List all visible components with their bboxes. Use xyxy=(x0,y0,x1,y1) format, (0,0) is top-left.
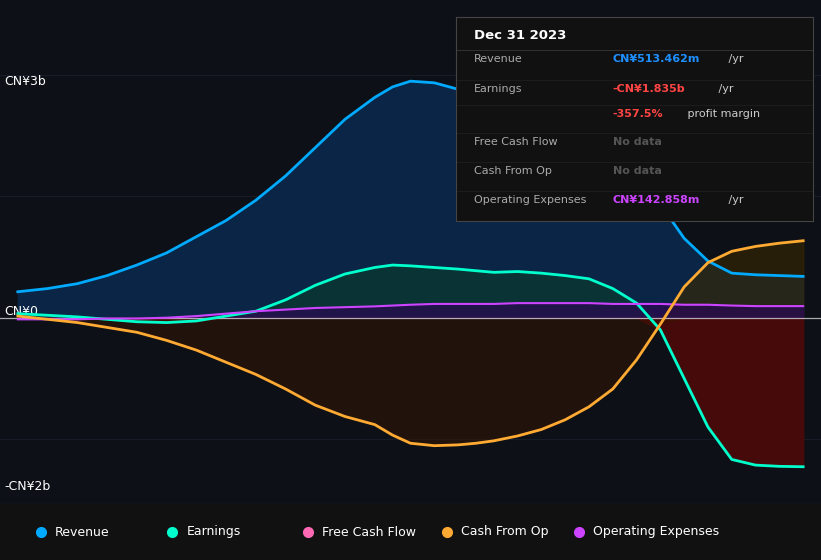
Text: CN¥142.858m: CN¥142.858m xyxy=(612,195,700,204)
Text: Free Cash Flow: Free Cash Flow xyxy=(474,137,557,147)
Text: CN¥3b: CN¥3b xyxy=(4,74,46,88)
Text: CN¥0: CN¥0 xyxy=(4,305,38,318)
Text: Operating Expenses: Operating Expenses xyxy=(593,525,719,539)
Text: Earnings: Earnings xyxy=(474,84,522,94)
Text: No data: No data xyxy=(612,137,662,147)
Text: Earnings: Earnings xyxy=(186,525,241,539)
Text: Cash From Op: Cash From Op xyxy=(461,525,549,539)
Text: /yr: /yr xyxy=(715,84,733,94)
Text: Free Cash Flow: Free Cash Flow xyxy=(322,525,415,539)
Text: CN¥513.462m: CN¥513.462m xyxy=(612,54,700,64)
Text: -CN¥2b: -CN¥2b xyxy=(4,480,50,493)
Text: /yr: /yr xyxy=(725,195,744,204)
Text: No data: No data xyxy=(612,166,662,176)
Text: profit margin: profit margin xyxy=(684,109,760,119)
Text: Revenue: Revenue xyxy=(474,54,522,64)
Text: -CN¥1.835b: -CN¥1.835b xyxy=(612,84,686,94)
Text: Revenue: Revenue xyxy=(55,525,110,539)
Text: /yr: /yr xyxy=(725,54,744,64)
Text: Operating Expenses: Operating Expenses xyxy=(474,195,586,204)
Text: Cash From Op: Cash From Op xyxy=(474,166,552,176)
Text: Dec 31 2023: Dec 31 2023 xyxy=(474,29,566,42)
Text: -357.5%: -357.5% xyxy=(612,109,663,119)
